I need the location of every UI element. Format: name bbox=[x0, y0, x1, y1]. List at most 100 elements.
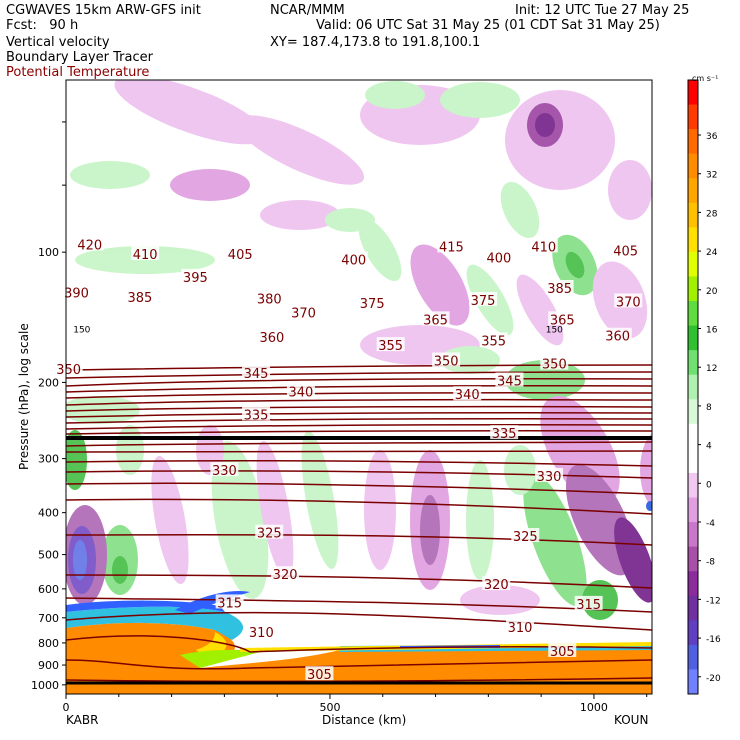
colorbar-frame bbox=[687, 79, 699, 695]
colorbar-label: 0 bbox=[706, 480, 712, 490]
theta-label: 310 bbox=[508, 621, 533, 636]
colorbar-swatch bbox=[688, 472, 698, 499]
theta-label: 310 bbox=[249, 626, 274, 641]
theta-label-bg bbox=[305, 666, 334, 681]
theta-label-bg bbox=[75, 236, 104, 251]
theta-label-bg bbox=[548, 311, 577, 326]
theta-label-bg bbox=[432, 352, 461, 367]
theta-label-bg bbox=[54, 360, 83, 375]
y-axis: 100 200 300 400 500 600 700 800 900 1000 bbox=[31, 121, 66, 692]
colorbar-swatch bbox=[688, 546, 698, 572]
colorbar-swatch bbox=[688, 497, 698, 523]
theta-label: 360 bbox=[259, 331, 284, 346]
colorbar-swatch bbox=[688, 423, 698, 449]
colorbar-swatch bbox=[688, 620, 698, 646]
theta-label-bg bbox=[611, 242, 640, 257]
theta-label-bg bbox=[358, 294, 387, 309]
field-potential-temperature: Potential Temperature bbox=[6, 65, 150, 80]
colorbar-swatch bbox=[688, 374, 698, 400]
colorbar-swatch bbox=[688, 399, 698, 425]
colorbar-label: 28 bbox=[706, 209, 718, 219]
theta-label: 395 bbox=[183, 271, 208, 286]
theta-label: 305 bbox=[307, 668, 332, 683]
left-endpoint-label: KABR bbox=[66, 713, 99, 727]
theta-label-bg bbox=[215, 594, 244, 609]
theta-label-bg bbox=[506, 618, 535, 633]
theta-contour-labels: 420 410 405 400 415 400 410 405 390 385 395 380 370 3… bbox=[54, 236, 643, 683]
colorbar-swatch bbox=[688, 227, 698, 253]
theta-label: 370 bbox=[291, 307, 316, 322]
theta-label-bg bbox=[484, 249, 513, 264]
colorbar-swatch bbox=[688, 301, 698, 327]
theta-label: 405 bbox=[228, 248, 253, 263]
theta-label-bg bbox=[271, 566, 300, 581]
theta-label: 335 bbox=[492, 427, 517, 442]
colorbar-swatch bbox=[688, 571, 698, 597]
cross-section-endpoints: XY= 187.4,173.8 to 191.8,100.1 bbox=[270, 35, 481, 50]
y-tick-label: 900 bbox=[38, 659, 59, 672]
y-tick-label: 500 bbox=[38, 549, 59, 562]
colorbar: 36 32 28 24 20 16 12 8 4 0 -4 -8 -12 -16 -20 bbox=[687, 79, 721, 695]
theta-label: 410 bbox=[133, 248, 158, 263]
colorbar-label: -8 bbox=[706, 558, 715, 568]
theta-label: 305 bbox=[550, 645, 575, 660]
theta-label: 375 bbox=[360, 297, 385, 312]
colorbar-swatch bbox=[688, 669, 698, 695]
colorbar-label: 16 bbox=[706, 326, 718, 336]
theta-label-bg bbox=[242, 406, 271, 421]
theta-label-bg bbox=[529, 238, 558, 253]
colorbar-swatch bbox=[688, 276, 698, 302]
colorbar-label: 4 bbox=[706, 442, 712, 452]
colorbar-label: 32 bbox=[706, 171, 717, 181]
theta-label: 340 bbox=[289, 386, 314, 401]
plot-frame bbox=[65, 79, 653, 695]
y-axis-title: Pressure (hPa), log scale bbox=[17, 323, 31, 470]
colorbar-swatch bbox=[688, 153, 698, 179]
theta-label: 385 bbox=[547, 282, 572, 297]
colorbar-label: -12 bbox=[706, 596, 721, 606]
colorbar-swatch bbox=[688, 202, 698, 228]
theta-label-bg bbox=[421, 311, 450, 326]
theta-label-bg bbox=[482, 576, 511, 591]
colorbar-label: -16 bbox=[706, 635, 721, 645]
y-tick-label: 600 bbox=[38, 583, 59, 596]
colorbar-swatch bbox=[688, 104, 698, 130]
theta-label-bg bbox=[247, 624, 276, 639]
y-tick-label: 200 bbox=[38, 376, 59, 389]
theta-label: 405 bbox=[613, 244, 638, 259]
colorbar-label: 36 bbox=[706, 132, 718, 142]
theta-label-bg bbox=[376, 337, 405, 352]
theta-label: 415 bbox=[439, 240, 464, 255]
theta-label: 340 bbox=[455, 388, 480, 403]
y-tick-label: 1000 bbox=[31, 679, 59, 692]
y-tick-label: 100 bbox=[38, 246, 59, 259]
y-tick-label: 400 bbox=[38, 507, 59, 520]
model-title: CGWAVES 15km ARW-GFS init bbox=[6, 3, 201, 18]
tropopause-label: 150 bbox=[73, 325, 90, 335]
colorbar-swatch bbox=[688, 350, 698, 376]
colorbar-label: 20 bbox=[706, 287, 718, 297]
x-tick-label: 500 bbox=[319, 701, 340, 714]
theta-label-bg bbox=[469, 292, 498, 307]
theta-label: 345 bbox=[497, 375, 522, 390]
theta-label: 315 bbox=[217, 596, 242, 611]
theta-label: 335 bbox=[244, 408, 269, 423]
theta-label-bg bbox=[257, 328, 286, 343]
theta-label-bg bbox=[286, 383, 315, 398]
theta-label-bg bbox=[339, 251, 368, 266]
theta-label-bg bbox=[614, 293, 643, 308]
theta-label: 360 bbox=[605, 330, 630, 345]
theta-label-bg bbox=[210, 462, 239, 477]
theta-label: 330 bbox=[537, 470, 562, 485]
valid-time: Valid: 06 UTC Sat 31 May 25 (01 CDT Sat … bbox=[316, 18, 660, 33]
field-boundary-layer-tracer: Boundary Layer Tracer bbox=[6, 50, 153, 65]
theta-label-bg bbox=[535, 467, 564, 482]
theta-label: 315 bbox=[576, 598, 601, 613]
colorbar-swatch bbox=[688, 178, 698, 204]
theta-label: 385 bbox=[127, 291, 152, 306]
theta-label-bg bbox=[289, 304, 318, 319]
y-tick-label: 300 bbox=[38, 453, 59, 466]
theta-label-bg bbox=[226, 246, 255, 261]
colorbar-swatch bbox=[688, 325, 698, 351]
